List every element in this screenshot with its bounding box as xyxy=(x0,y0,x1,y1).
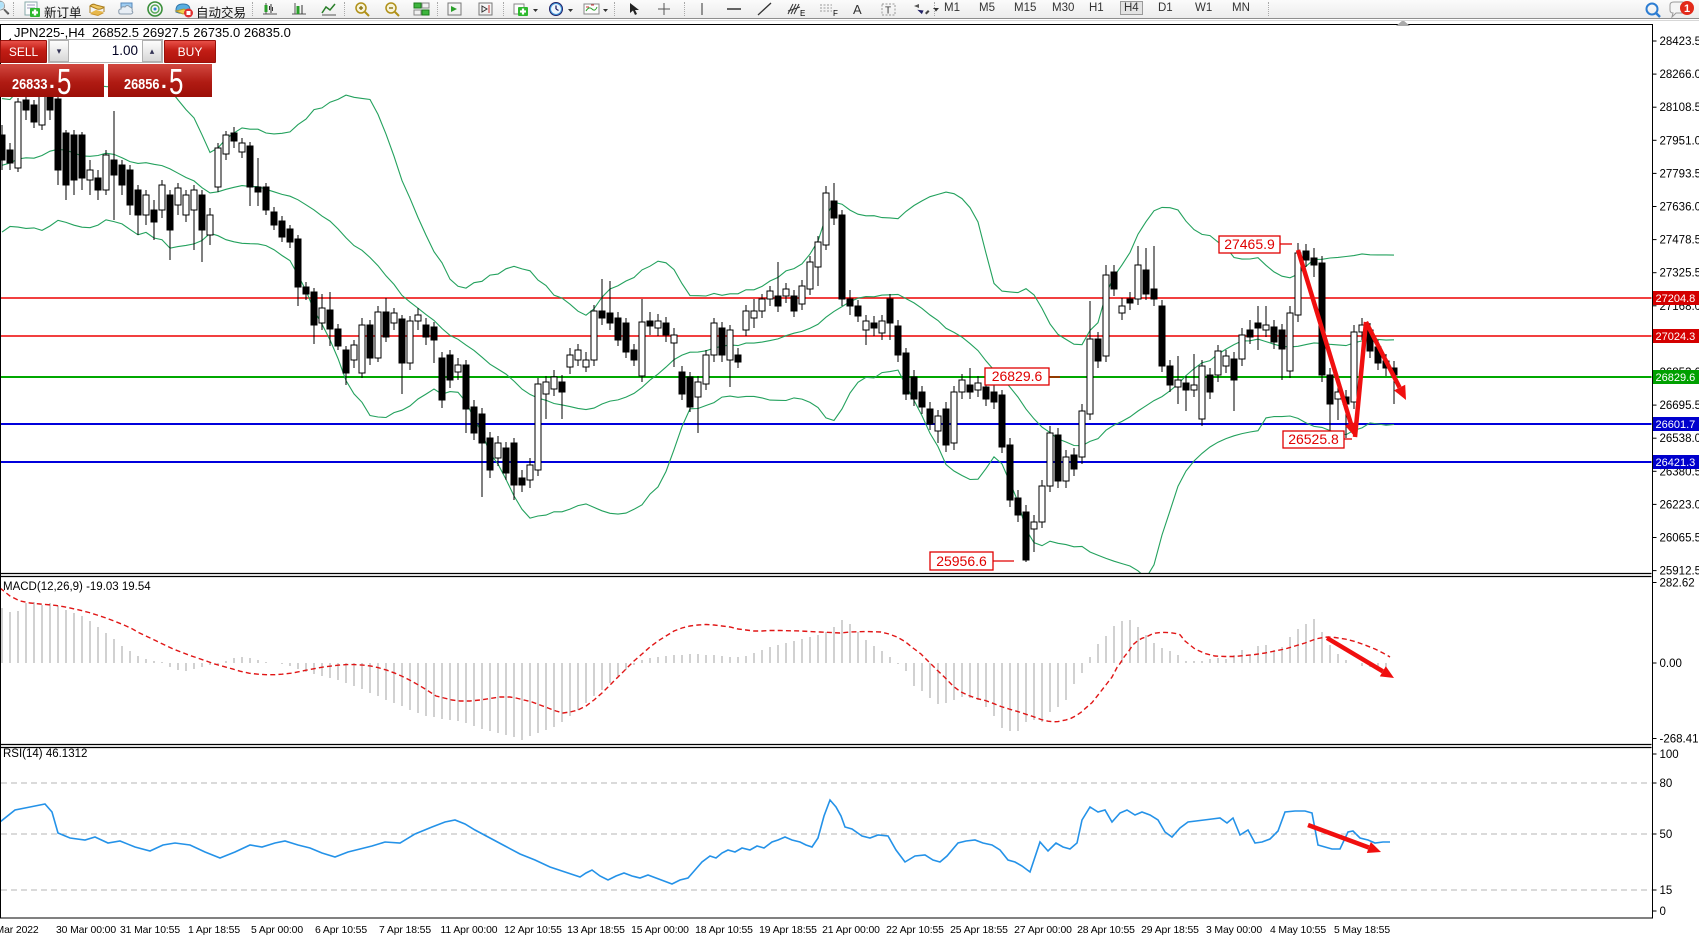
svg-text:26829.6: 26829.6 xyxy=(1656,372,1696,384)
svg-text:13 Apr 18:55: 13 Apr 18:55 xyxy=(567,925,625,936)
svg-text:27478.5: 27478.5 xyxy=(1660,235,1699,247)
svg-text:1: 1 xyxy=(1684,3,1690,15)
svg-text:80: 80 xyxy=(1660,778,1673,790)
svg-text:27951.0: 27951.0 xyxy=(1660,135,1699,147)
svg-text:26538.0: 26538.0 xyxy=(1660,433,1699,445)
svg-text:3 May 00:00: 3 May 00:00 xyxy=(1206,925,1262,936)
svg-text:JPN225-,H4 26852.5 26927.5 26: JPN225-,H4 26852.5 26927.5 26735.0 26835… xyxy=(14,25,291,40)
svg-text:6 Apr 10:55: 6 Apr 10:55 xyxy=(315,925,367,936)
svg-text:A: A xyxy=(853,2,862,17)
svg-text:25956.6: 25956.6 xyxy=(936,553,987,569)
svg-text:5 Apr 00:00: 5 Apr 00:00 xyxy=(251,925,303,936)
svg-text:50: 50 xyxy=(1660,829,1673,841)
svg-text:28266.0: 28266.0 xyxy=(1660,69,1699,81)
svg-text:26601.7: 26601.7 xyxy=(1656,419,1696,431)
svg-text:0.00: 0.00 xyxy=(1660,658,1682,670)
svg-text:28423.5: 28423.5 xyxy=(1660,36,1699,48)
svg-text:5 May 18:55: 5 May 18:55 xyxy=(1334,925,1390,936)
svg-text:12 Apr 10:55: 12 Apr 10:55 xyxy=(504,925,562,936)
svg-text:28 Mar 2022: 28 Mar 2022 xyxy=(0,925,39,936)
svg-text:-268.41: -268.41 xyxy=(1660,734,1699,746)
svg-text:15: 15 xyxy=(1660,885,1673,897)
svg-text:26695.5: 26695.5 xyxy=(1660,400,1699,412)
svg-text:F: F xyxy=(833,9,838,18)
svg-text:RSI(14) 46.1312: RSI(14) 46.1312 xyxy=(3,748,87,760)
svg-text:25 Apr 18:55: 25 Apr 18:55 xyxy=(950,925,1008,936)
svg-text:26525.8: 26525.8 xyxy=(1288,431,1339,447)
svg-text:30 Mar 00:00: 30 Mar 00:00 xyxy=(56,925,116,936)
svg-text:22 Apr 10:55: 22 Apr 10:55 xyxy=(886,925,944,936)
svg-text:18 Apr 10:55: 18 Apr 10:55 xyxy=(695,925,753,936)
svg-text:27024.3: 27024.3 xyxy=(1656,331,1696,343)
svg-text:T: T xyxy=(885,6,891,17)
svg-text:MACD(12,26,9) -19.03 19.54: MACD(12,26,9) -19.03 19.54 xyxy=(3,581,151,593)
svg-text:4 May 10:55: 4 May 10:55 xyxy=(1270,925,1326,936)
svg-text:7 Apr 18:55: 7 Apr 18:55 xyxy=(379,925,431,936)
svg-text:0: 0 xyxy=(1660,906,1666,918)
svg-text:11 Apr 00:00: 11 Apr 00:00 xyxy=(441,925,498,936)
svg-text:27793.5: 27793.5 xyxy=(1660,168,1699,180)
svg-text:26829.6: 26829.6 xyxy=(992,368,1043,384)
svg-text:27 Apr 00:00: 27 Apr 00:00 xyxy=(1014,925,1072,936)
svg-text:100: 100 xyxy=(1660,749,1679,761)
svg-text:21 Apr 00:00: 21 Apr 00:00 xyxy=(822,925,880,936)
svg-text:282.62: 282.62 xyxy=(1660,578,1695,590)
svg-text:E: E xyxy=(800,9,805,18)
svg-text:28108.5: 28108.5 xyxy=(1660,102,1699,114)
svg-text:26421.3: 26421.3 xyxy=(1656,457,1696,469)
svg-text:27465.9: 27465.9 xyxy=(1224,236,1275,252)
svg-text:31 Mar 10:55: 31 Mar 10:55 xyxy=(120,925,180,936)
svg-text:26065.5: 26065.5 xyxy=(1660,533,1699,545)
svg-text:19 Apr 18:55: 19 Apr 18:55 xyxy=(759,925,817,936)
svg-text:1 Apr 18:55: 1 Apr 18:55 xyxy=(188,925,240,936)
svg-text:26223.0: 26223.0 xyxy=(1660,499,1699,511)
svg-text:27204.8: 27204.8 xyxy=(1656,293,1696,305)
svg-text:27325.5: 27325.5 xyxy=(1660,268,1699,280)
svg-text:25912.5: 25912.5 xyxy=(1660,566,1699,578)
svg-text:28 Apr 10:55: 28 Apr 10:55 xyxy=(1077,925,1135,936)
svg-text:27636.0: 27636.0 xyxy=(1660,202,1699,214)
svg-text:29 Apr 18:55: 29 Apr 18:55 xyxy=(1141,925,1199,936)
svg-text:15 Apr 00:00: 15 Apr 00:00 xyxy=(631,925,689,936)
